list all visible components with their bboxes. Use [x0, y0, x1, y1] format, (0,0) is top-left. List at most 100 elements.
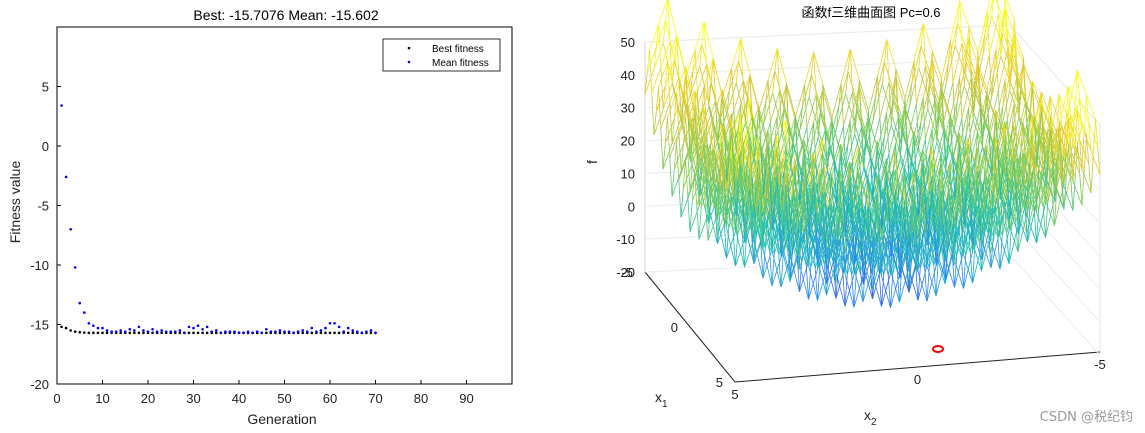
mesh-line	[1029, 81, 1033, 111]
mesh-line	[769, 168, 773, 206]
mesh-line	[856, 194, 860, 224]
mesh-line	[972, 247, 976, 284]
mesh-line	[881, 83, 892, 114]
mesh-line	[701, 129, 705, 158]
mesh-line	[1068, 118, 1078, 144]
mesh-line	[1011, 33, 1015, 58]
mesh-line	[853, 223, 858, 253]
mesh-line	[878, 242, 882, 276]
mesh-line	[922, 98, 926, 140]
mesh-line	[780, 213, 785, 242]
mean-fitness-point	[224, 330, 227, 333]
mesh-line	[1015, 182, 1019, 217]
mesh-line	[694, 86, 705, 114]
mesh-line	[865, 117, 869, 142]
mesh-line	[899, 267, 903, 303]
mesh-line	[698, 179, 709, 207]
mesh-line	[925, 66, 929, 109]
mesh-line	[874, 209, 878, 243]
mesh-line	[874, 136, 885, 173]
mesh-line	[731, 104, 742, 134]
mesh-line	[845, 210, 849, 237]
mesh-line	[694, 90, 698, 129]
mesh-line	[696, 205, 700, 240]
mesh-line	[947, 115, 951, 141]
mesh-line	[872, 268, 876, 299]
z-gridline	[644, 254, 1011, 273]
mesh-line	[682, 116, 687, 144]
mesh-line	[940, 225, 944, 255]
mesh-line	[748, 199, 752, 231]
mesh-line	[938, 164, 942, 198]
mesh-line	[658, 87, 662, 129]
mesh-line	[812, 200, 816, 235]
mesh-line	[913, 23, 924, 61]
mesh-line	[676, 92, 680, 132]
z-gridline	[1009, 123, 1101, 224]
mesh-line	[781, 229, 785, 257]
mesh-line	[694, 113, 698, 155]
mesh-line	[730, 197, 734, 232]
mesh-line	[922, 149, 926, 186]
mean-fitness-point	[242, 331, 245, 335]
mesh-line	[903, 200, 908, 236]
mesh-line	[662, 83, 673, 110]
mesh-line	[810, 158, 814, 188]
mesh-line	[664, 118, 675, 144]
mesh-line	[876, 215, 880, 244]
mesh-line	[876, 192, 880, 230]
best-fitness-point	[87, 331, 91, 335]
mesh-line	[1034, 127, 1038, 167]
mesh-line	[965, 138, 969, 176]
mesh-line	[886, 112, 890, 154]
mesh-line	[934, 93, 938, 137]
mesh-line	[947, 218, 951, 250]
mesh-line	[822, 89, 833, 123]
mesh-line	[813, 51, 824, 85]
mesh-line	[1081, 168, 1092, 194]
mesh-line	[703, 129, 707, 168]
mesh-line	[1045, 147, 1049, 178]
mesh-line	[917, 226, 921, 258]
mesh-line	[671, 170, 682, 197]
mesh-line	[965, 185, 969, 219]
mesh-line	[1049, 135, 1053, 167]
mean-fitness-point	[155, 330, 159, 333]
mesh-line	[895, 76, 899, 118]
mesh-line	[1086, 134, 1090, 164]
mesh-line	[760, 197, 764, 236]
mesh-line	[952, 118, 963, 158]
mesh-line	[931, 160, 935, 195]
mesh-line	[801, 189, 805, 219]
mesh-line	[819, 152, 824, 179]
mesh-line	[929, 160, 933, 191]
mesh-line	[678, 179, 682, 218]
mesh-line	[1056, 120, 1060, 154]
mesh-line	[779, 91, 783, 134]
best-fitness-point	[128, 331, 132, 335]
mesh-line	[842, 161, 853, 196]
mesh-line	[681, 93, 692, 122]
mesh-line	[705, 208, 709, 241]
mesh-line	[993, 49, 997, 74]
mesh-line	[1095, 118, 1099, 148]
mesh-line	[787, 148, 791, 177]
mesh-line	[785, 219, 789, 251]
z-tick-label: 0	[628, 199, 635, 214]
mesh-line	[1025, 98, 1029, 140]
mesh-line	[858, 86, 869, 118]
mesh-line	[1006, 182, 1010, 221]
mesh-line	[844, 274, 855, 307]
mesh-line	[692, 105, 696, 132]
mesh-line	[710, 59, 714, 82]
mesh-line	[738, 38, 742, 61]
mesh-line	[963, 198, 967, 226]
mesh-line	[877, 75, 881, 119]
x2-tick-label: 5	[731, 387, 738, 402]
mesh-line	[717, 168, 721, 196]
mean-fitness-point	[169, 330, 173, 333]
mesh-line	[894, 240, 898, 272]
mesh-line	[734, 228, 745, 268]
mesh-line	[915, 203, 919, 235]
mesh-line	[790, 248, 794, 278]
